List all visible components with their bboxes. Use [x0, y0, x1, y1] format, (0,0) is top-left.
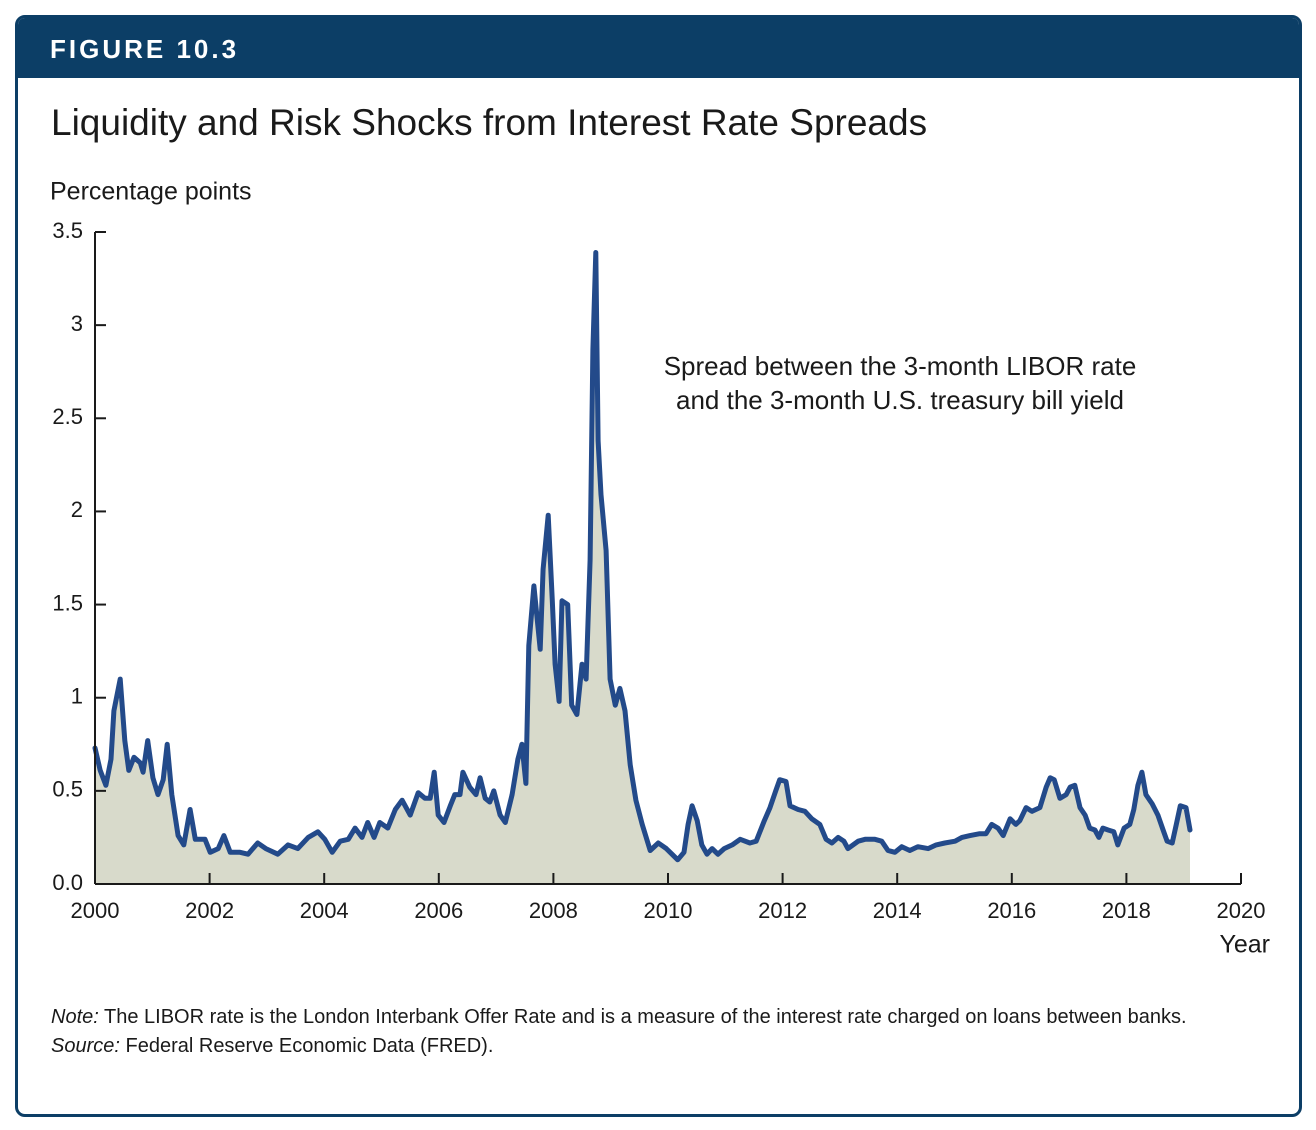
x-tick-label: 2016	[987, 898, 1036, 923]
x-tick-label: 2020	[1217, 898, 1266, 923]
x-tick-label: 2000	[71, 898, 120, 923]
x-axis-label: Year	[1219, 931, 1270, 959]
y-tick-label: 0.5	[52, 777, 83, 802]
x-tick-label: 2004	[300, 898, 349, 923]
y-tick-label: 1.5	[52, 590, 83, 615]
chart: Percentage points Year 0.0 0.5 1 1.5 2 2.5 3 3.…	[50, 178, 1270, 959]
source-text: Federal Reserve Economic Data (FRED).	[125, 1035, 494, 1057]
y-tick-label: 2	[71, 497, 83, 522]
figure-header: FIGURE 10.3	[18, 18, 1299, 78]
note-label: Note:	[51, 1006, 99, 1028]
note: Note: The LIBOR rate is the London Inter…	[51, 1003, 1201, 1032]
figure-frame: FIGURE 10.3 Liquidity and Risk Shocks fr…	[15, 15, 1302, 1117]
x-tick-label: 2008	[529, 898, 578, 923]
x-tick-label: 2018	[1102, 898, 1151, 923]
annotation: Spread between the 3-month LIBOR rate	[664, 351, 1137, 381]
y-tick-label: 1	[71, 684, 83, 709]
note-text: The LIBOR rate is the London Interbank O…	[104, 1006, 1187, 1028]
source: Source: Federal Reserve Economic Data (F…	[51, 1032, 1201, 1061]
y-tick-label: 3	[71, 311, 83, 336]
y-tick-label: 2.5	[52, 404, 83, 429]
x-tick-label: 2014	[873, 898, 922, 923]
line	[92, 250, 1193, 863]
x-tick-label: 2010	[644, 898, 693, 923]
figure-label: FIGURE 10.3	[50, 34, 240, 64]
chart-title: Liquidity and Risk Shocks from Interest …	[51, 102, 928, 143]
notes: Note: The LIBOR rate is the London Inter…	[51, 1003, 1201, 1061]
source-label: Source:	[51, 1035, 120, 1057]
annotation: and the 3-month U.S. treasury bill yield	[676, 385, 1124, 415]
y-tick-label: 0.0	[52, 870, 83, 895]
y-axis-label: Percentage points	[50, 178, 252, 206]
area	[95, 252, 1190, 884]
y-tick-label: 3.5	[52, 218, 83, 243]
x-tick-label: 2006	[414, 898, 463, 923]
x-tick-label: 2012	[758, 898, 807, 923]
x-tick-label: 2002	[185, 898, 234, 923]
